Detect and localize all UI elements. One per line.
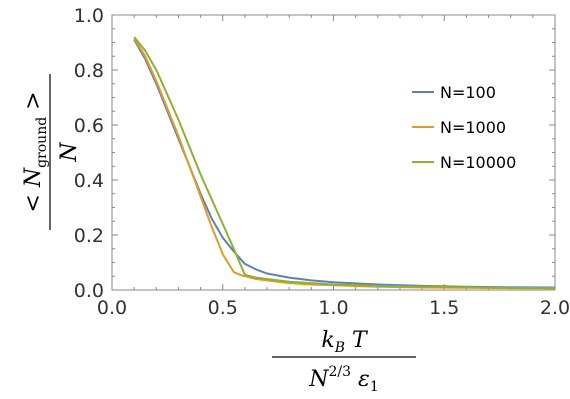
- legend-label: N=100: [440, 83, 496, 102]
- x-tick-label: 2.0: [540, 297, 570, 319]
- y-tick-label: 0.6: [74, 115, 104, 137]
- y-label-denominator: N: [57, 142, 82, 163]
- x-tick-label: 0.0: [97, 297, 127, 319]
- x-tick-label: 1.0: [318, 297, 348, 319]
- legend: N=100 N=1000 N=10000: [412, 83, 516, 172]
- y-tick-label: 0.0: [74, 280, 104, 302]
- y-tick-label: 1.0: [74, 5, 104, 27]
- y-axis-label: < Nground > N: [21, 74, 82, 230]
- x-tick-label: 0.5: [208, 297, 238, 319]
- legend-label: N=10000: [440, 153, 516, 172]
- axis-ticks: 0.0 0.5 1.0 1.5 2.0 0.0 0.2 0.4 0.6 0.8 1.0: [74, 5, 570, 319]
- series-layer: [133, 36, 556, 290]
- y-tick-label: 0.4: [74, 170, 104, 192]
- y-label-numerator: < Nground >: [21, 91, 50, 212]
- legend-label: N=1000: [440, 118, 506, 137]
- y-tick-label: 0.2: [74, 225, 104, 247]
- x-label-numerator: kB T: [321, 328, 369, 356]
- x-axis-label: kB T N2/3 ε1: [272, 328, 416, 395]
- x-label-denominator: N2/3 ε1: [308, 364, 379, 395]
- series-line-3: [133, 36, 556, 290]
- y-tick-label: 0.8: [74, 60, 104, 82]
- x-tick-label: 1.5: [429, 297, 459, 319]
